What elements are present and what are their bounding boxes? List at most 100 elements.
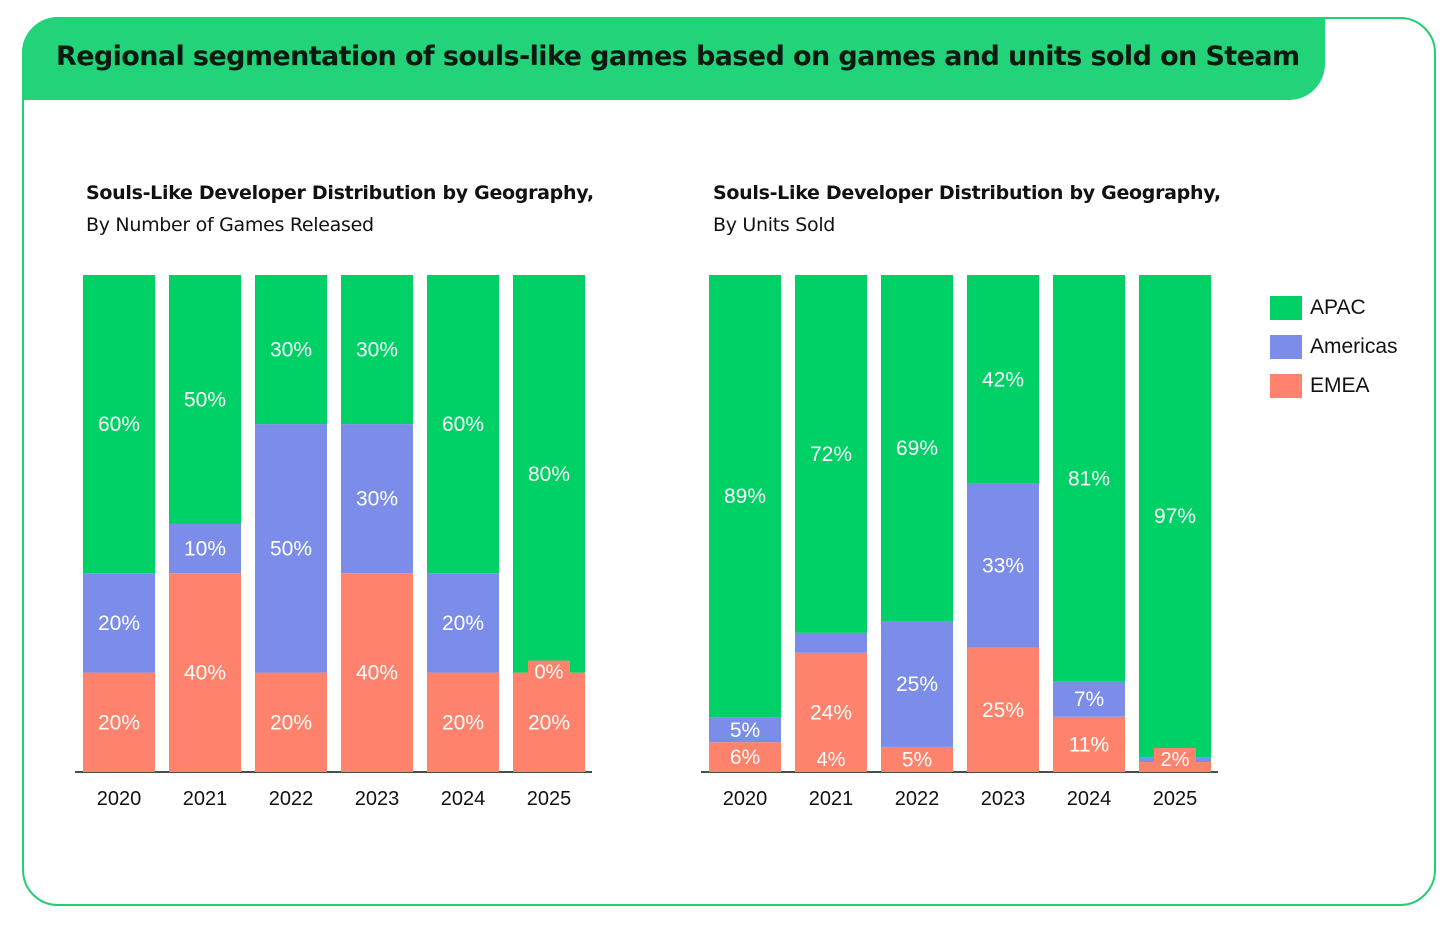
data-label: 80%	[528, 463, 570, 486]
bar-apac-2021	[795, 275, 867, 633]
data-label: 10%	[184, 537, 226, 560]
bar-emea-2024	[1053, 716, 1125, 772]
data-label: 7%	[1074, 688, 1104, 711]
data-label: 33%	[982, 555, 1024, 578]
x-tick-label: 2022	[895, 788, 940, 810]
legend: APAC Americas EMEA	[1270, 288, 1398, 405]
data-label: 24%	[810, 701, 852, 724]
data-label: 5%	[902, 748, 932, 771]
bar-apac-2023	[967, 275, 1039, 484]
bar-emea-2025	[513, 672, 585, 772]
data-label: 89%	[724, 485, 766, 508]
page-title: Regional segmentation of souls-like game…	[56, 41, 1300, 72]
chart-title: Souls-Like Developer Distribution by Geo…	[86, 182, 594, 204]
data-label: 40%	[356, 662, 398, 685]
bar-americas-2024	[1053, 681, 1125, 717]
chart-title-games: Souls-Like Developer Distribution by Geo…	[86, 182, 594, 236]
header-banner: Regional segmentation of souls-like game…	[22, 17, 1325, 100]
legend-item-americas: Americas	[1270, 327, 1398, 366]
bar-americas-2022	[881, 621, 953, 747]
x-tick-label: 2021	[809, 788, 854, 810]
data-label: 25%	[896, 673, 938, 696]
data-label: 20%	[442, 711, 484, 734]
data-label: 5%	[730, 719, 760, 742]
data-label: 97%	[1154, 505, 1196, 528]
bar-americas-2024	[427, 573, 499, 673]
bar-emea-2022	[255, 672, 327, 772]
legend-swatch	[1270, 334, 1302, 359]
legend-item-apac: APAC	[1270, 288, 1398, 327]
x-tick-label: 2025	[1153, 788, 1198, 810]
label-background	[528, 660, 570, 685]
legend-label: EMEA	[1310, 373, 1370, 397]
data-label: 4%	[817, 749, 846, 771]
x-tick-label: 2023	[355, 788, 400, 810]
data-label: 60%	[98, 413, 140, 436]
x-tick-label: 2024	[441, 788, 486, 810]
bar-americas-2021	[795, 632, 867, 653]
x-tick-label: 2021	[183, 788, 228, 810]
data-label: 20%	[98, 612, 140, 635]
data-label: 42%	[982, 368, 1024, 391]
data-label: 25%	[982, 699, 1024, 722]
bar-apac-2022	[255, 275, 327, 425]
bar-emea-2020	[709, 742, 781, 772]
label-background	[810, 748, 852, 772]
bar-emea-2021	[169, 573, 241, 772]
data-label: 20%	[528, 711, 570, 734]
chart-title: Souls-Like Developer Distribution by Geo…	[713, 182, 1221, 204]
data-label: 81%	[1068, 467, 1110, 490]
bar-apac-2025	[513, 275, 585, 673]
legend-label: Americas	[1310, 334, 1398, 358]
bar-apac-2020	[83, 275, 155, 574]
chart-subtitle: By Number of Games Released	[86, 214, 374, 236]
data-label: 69%	[896, 437, 938, 460]
bar-emea-2022	[881, 746, 953, 772]
bar-apac-2025	[1139, 275, 1211, 758]
data-label: 30%	[356, 339, 398, 362]
x-tick-label: 2020	[723, 788, 768, 810]
chart-title-units: Souls-Like Developer Distribution by Geo…	[713, 182, 1221, 236]
data-label: 30%	[356, 488, 398, 511]
bar-americas-2023	[967, 483, 1039, 648]
bar-americas-2020	[83, 573, 155, 673]
label-background	[1154, 748, 1196, 772]
data-label: 50%	[184, 388, 226, 411]
data-label: 0%	[535, 662, 564, 684]
bar-americas-2021	[169, 523, 241, 574]
bar-emea-2023	[967, 647, 1039, 772]
data-label: 30%	[270, 339, 312, 362]
x-tick-label: 2020	[97, 788, 142, 810]
x-tick-label: 2025	[527, 788, 572, 810]
bar-emea-2020	[83, 672, 155, 772]
data-label: 11%	[1069, 733, 1109, 756]
data-label: 50%	[270, 537, 312, 560]
chart-subtitle: By Units Sold	[713, 214, 836, 236]
bar-apac-2024	[427, 275, 499, 574]
legend-swatch	[1270, 373, 1302, 398]
bar-americas-2023	[341, 424, 413, 574]
legend-label: APAC	[1310, 295, 1366, 319]
data-label: 20%	[442, 612, 484, 635]
x-tick-label: 2022	[269, 788, 314, 810]
bar-apac-2021	[169, 275, 241, 524]
bar-apac-2023	[341, 275, 413, 425]
data-label: 20%	[270, 711, 312, 734]
x-tick-label: 2023	[981, 788, 1026, 810]
x-tick-label: 2024	[1067, 788, 1112, 810]
bar-emea-2024	[427, 672, 499, 772]
bar-apac-2024	[1053, 275, 1125, 682]
bar-americas-2020	[709, 717, 781, 743]
bar-emea-2023	[341, 573, 413, 772]
data-label: 72%	[810, 443, 852, 466]
data-label: 60%	[442, 413, 484, 436]
data-label: 6%	[730, 746, 760, 769]
data-label: 2%	[1161, 749, 1190, 771]
legend-item-emea: EMEA	[1270, 366, 1398, 405]
bar-americas-2022	[255, 424, 327, 673]
bar-apac-2020	[709, 275, 781, 718]
legend-swatch	[1270, 295, 1302, 320]
data-label: 40%	[184, 662, 226, 685]
bar-apac-2022	[881, 275, 953, 622]
